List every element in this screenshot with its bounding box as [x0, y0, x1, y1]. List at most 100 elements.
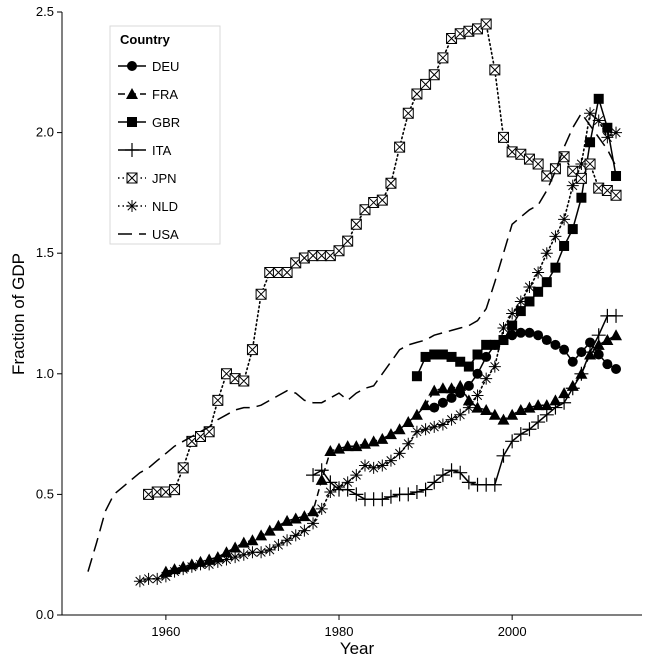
data-point-nld: [237, 548, 250, 561]
data-point-gbr: [498, 335, 509, 346]
legend-label-ita: ITA: [152, 143, 172, 158]
data-point-nld: [350, 469, 363, 482]
data-point-nld: [436, 418, 449, 431]
data-point-nld: [281, 534, 294, 547]
data-point-deu: [507, 330, 518, 341]
data-point-fra: [532, 399, 545, 411]
legend-label-fra: FRA: [152, 87, 178, 102]
data-point-nld: [549, 230, 562, 243]
legend-box: [109, 25, 221, 245]
data-point-fra: [307, 505, 320, 517]
data-point-jpn: [497, 131, 509, 143]
series-line-fra: [165, 334, 617, 573]
data-point-nld: [315, 502, 328, 515]
data-point-deu: [541, 335, 552, 346]
data-point-ita: [306, 468, 321, 483]
data-point-deu: [481, 351, 492, 362]
data-point-nld: [610, 126, 623, 139]
data-point-ita: [418, 482, 433, 497]
data-point-gbr: [420, 351, 431, 362]
data-point-nld: [497, 321, 510, 334]
data-point-ita: [557, 395, 572, 410]
data-point-jpn: [428, 69, 440, 81]
data-point-ita: [314, 463, 329, 478]
data-point-jpn: [402, 107, 414, 119]
data-point-nld: [177, 563, 190, 576]
data-point-deu: [472, 368, 483, 379]
data-point-fra: [454, 379, 467, 391]
data-point-jpn: [575, 172, 587, 184]
legend-item-gbr: GBR: [118, 115, 180, 130]
data-point-gbr: [437, 349, 448, 360]
legend-marker-gbr: [127, 117, 137, 127]
data-point-fra: [237, 536, 250, 548]
data-point-jpn: [411, 88, 423, 100]
data-point-deu: [567, 356, 578, 367]
data-point-nld: [307, 517, 320, 530]
data-point-jpn: [610, 189, 622, 201]
data-point-ita: [349, 487, 364, 502]
data-point-fra: [558, 387, 571, 399]
data-point-gbr: [472, 349, 483, 360]
data-point-nld: [229, 551, 242, 564]
x-axis-ticks: 1960 1980 2000: [151, 615, 527, 639]
data-point-jpn: [368, 197, 380, 209]
legend: Country DEU FRA GBR ITA JPN NLD USA: [109, 25, 221, 245]
data-point-nld: [428, 420, 441, 433]
data-point-jpn: [333, 245, 345, 257]
data-point-fra: [229, 541, 242, 553]
data-point-nld: [592, 114, 605, 127]
data-point-nld: [480, 372, 493, 385]
legend-item-deu: DEU: [118, 59, 179, 74]
data-point-gbr: [481, 339, 492, 350]
data-point-nld: [220, 553, 233, 566]
data-point-ita: [487, 477, 502, 492]
legend-label-deu: DEU: [152, 59, 179, 74]
data-point-nld: [263, 543, 276, 556]
legend-label-usa: USA: [152, 227, 179, 242]
data-point-jpn: [385, 177, 397, 189]
data-point-nld: [211, 555, 224, 568]
data-point-nld: [246, 546, 259, 559]
data-point-fra: [610, 329, 623, 341]
data-point-gbr: [515, 306, 526, 317]
legend-label-nld: NLD: [152, 199, 178, 214]
legend-marker-fra: [126, 88, 138, 99]
data-point-nld: [454, 408, 467, 421]
data-point-gbr: [541, 277, 552, 288]
data-point-nld: [194, 558, 207, 571]
data-point-ita: [461, 475, 476, 490]
legend-marker-nld: [126, 200, 138, 212]
data-point-nld: [341, 476, 354, 489]
data-point-jpn: [177, 462, 189, 474]
data-point-gbr: [524, 296, 535, 307]
data-point-nld: [168, 565, 181, 578]
legend-items: DEU FRA GBR ITA JPN NLD USA: [118, 59, 180, 242]
data-point-ita: [583, 345, 598, 360]
data-point-jpn: [480, 18, 492, 30]
data-point-jpn: [567, 165, 579, 177]
data-point-fra: [471, 401, 484, 413]
data-point-ita: [401, 487, 416, 502]
data-point-jpn: [246, 344, 258, 356]
data-point-gbr: [455, 356, 466, 367]
data-point-fra: [419, 399, 432, 411]
data-point-ita: [539, 407, 554, 422]
data-point-nld: [488, 360, 501, 373]
data-point-ita: [383, 489, 398, 504]
legend-item-ita: ITA: [118, 143, 172, 158]
series-nld: [133, 107, 623, 588]
data-point-fra: [402, 416, 415, 428]
series-line-usa: [87, 111, 617, 572]
series-usa: [87, 111, 617, 572]
data-point-gbr: [489, 339, 500, 350]
data-point-nld: [393, 447, 406, 460]
data-point-gbr: [576, 192, 587, 203]
data-point-jpn: [350, 218, 362, 230]
data-point-nld: [532, 266, 545, 279]
data-point-ita: [409, 484, 424, 499]
data-point-gbr: [507, 320, 518, 331]
legend-marker-ita: [125, 143, 139, 157]
data-point-fra: [358, 437, 371, 449]
